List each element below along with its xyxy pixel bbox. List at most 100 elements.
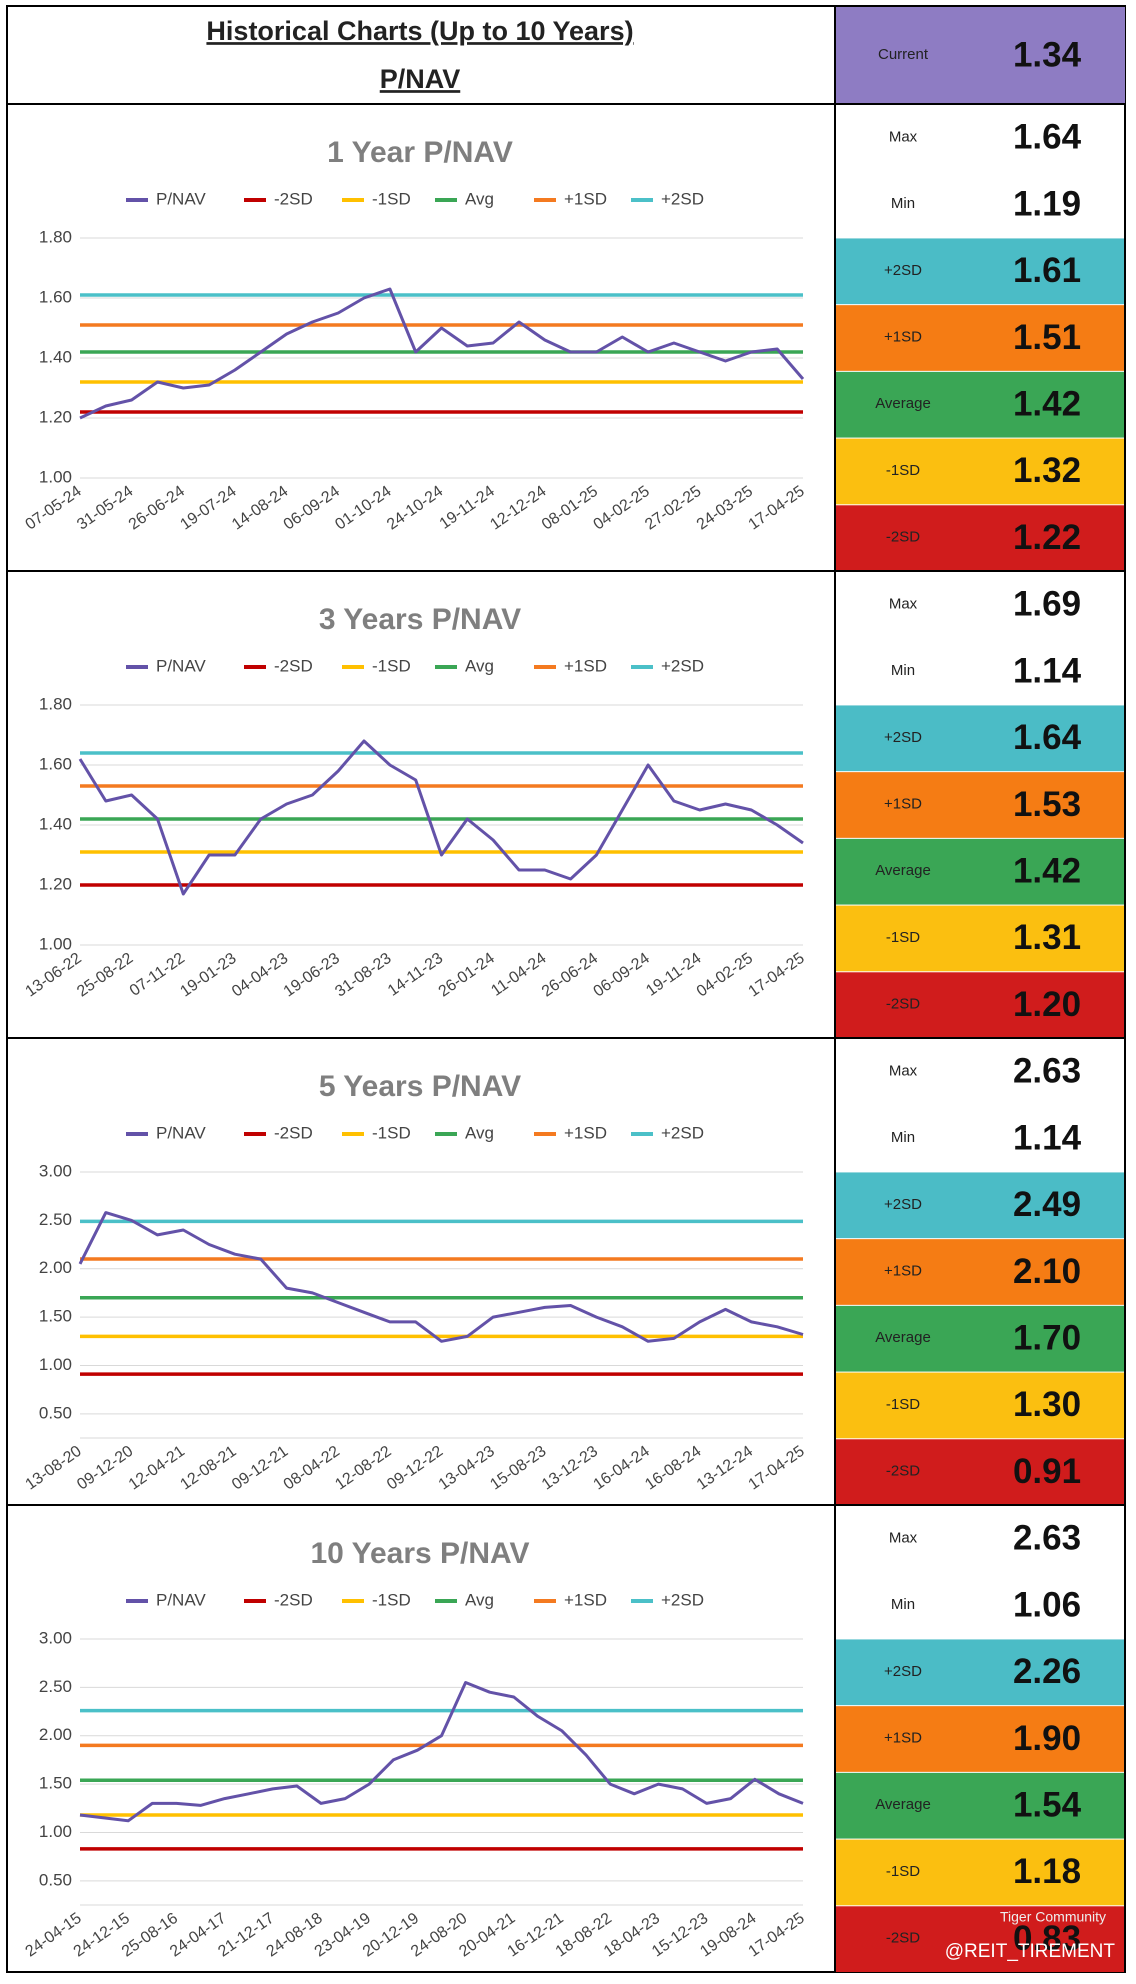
stat-cell [836,371,1124,438]
legend-label: -1SD [372,1590,411,1609]
stat-value: 2.26 [1013,1652,1081,1691]
y-tick-label: 1.00 [39,467,72,486]
stat-value: 1.42 [1013,851,1081,890]
stat-value: 1.20 [1013,985,1081,1024]
stat-label: -1SD [886,1396,920,1413]
stat-cell [836,638,1124,705]
stat-label: Min [891,662,915,679]
y-tick-label: 1.40 [39,814,72,833]
stat-value: 2.49 [1013,1185,1081,1224]
stat-label: +2SD [884,262,922,279]
legend-label: -2SD [274,656,313,675]
stat-label: Average [875,395,931,412]
stat-value: 2.63 [1013,1052,1081,1091]
stat-cell [836,1839,1124,1906]
stat-cell [836,972,1124,1038]
legend-label: P/NAV [156,1123,206,1142]
stat-cell [836,1639,1124,1706]
stat-value: 1.64 [1013,118,1082,157]
legend-label: -2SD [274,1590,313,1609]
stat-value: 2.10 [1013,1252,1081,1291]
header-title: Historical Charts (Up to 10 Years) [206,16,633,46]
watermark-brand: Tiger Community [1000,1909,1106,1925]
legend-label: -2SD [274,1123,313,1142]
watermark-handle: @REIT_TIREMENT [945,1941,1116,1962]
stat-value: 0.83 [1013,1919,1081,1958]
stat-value: 1.14 [1013,1118,1082,1157]
stat-label: Average [875,862,931,879]
legend-label: Avg [465,656,494,675]
legend-label: P/NAV [156,1590,206,1609]
stat-cell [836,572,1124,638]
stat-cell [836,1906,1124,1972]
stat-value: 1.53 [1013,785,1081,824]
stat-value: 1.90 [1013,1719,1081,1758]
legend-label: P/NAV [156,656,206,675]
y-tick-label: 2.00 [39,1725,72,1744]
y-tick-label: 1.20 [39,407,72,426]
stat-label: +2SD [884,1663,922,1680]
y-tick-label: 1.60 [39,287,72,306]
y-tick-label: 1.80 [39,694,72,713]
stat-cell [836,1239,1124,1305]
stat-label: Average [875,1796,931,1813]
chart-title: 3 Years P/NAV [319,603,521,636]
legend-label: -1SD [372,656,411,675]
stat-cell [836,1572,1124,1639]
legend-label: +1SD [564,1590,607,1609]
stat-label: Max [889,128,918,145]
legend-label: P/NAV [156,189,206,208]
pnav-line [78,1211,804,1343]
legend-label: Avg [465,1590,494,1609]
y-tick-label: 2.50 [39,1677,72,1696]
stat-label: -2SD [886,1930,920,1947]
stat-cell [836,305,1124,371]
current-label: Current [878,46,929,63]
stat-cell [836,1372,1124,1439]
stat-cell [836,1506,1124,1572]
stat-cell [836,838,1124,905]
legend-label: +2SD [661,656,704,675]
stat-value: 1.22 [1013,518,1081,557]
stat-cell [836,705,1124,772]
stat-cell [836,772,1124,838]
stat-label: +1SD [884,1729,922,1746]
stat-label: -2SD [886,529,920,546]
stat-label: Average [875,1329,931,1346]
stat-label: +1SD [884,328,922,345]
stat-value: 1.42 [1013,384,1081,423]
legend-label: Avg [465,189,494,208]
stat-value: 2.63 [1013,1519,1081,1558]
stat-label: Max [889,595,918,612]
stat-value: 1.14 [1013,651,1082,690]
chart-title: 5 Years P/NAV [319,1070,521,1103]
y-tick-label: 3.00 [39,1161,72,1180]
stat-label: Max [889,1062,918,1079]
stat-value: 0.91 [1013,1452,1081,1491]
y-tick-label: 1.00 [39,934,72,953]
stat-value: 1.69 [1013,585,1081,624]
stat-label: -1SD [886,1863,920,1880]
stat-label: +1SD [884,1262,922,1279]
stat-label: Min [891,1129,915,1146]
legend-label: -2SD [274,189,313,208]
current-cell [835,7,1125,104]
stat-cell [836,171,1124,238]
pnav-line [79,1681,804,1823]
pnav-line [79,287,805,420]
y-tick-label: 2.50 [39,1210,72,1229]
y-tick-label: 1.00 [39,1355,72,1374]
y-tick-label: 3.00 [39,1628,72,1647]
current-value: 1.34 [1013,35,1082,74]
stat-value: 1.70 [1013,1318,1081,1357]
stat-label: Max [889,1529,918,1546]
y-tick-label: 1.20 [39,874,72,893]
legend-label: +2SD [661,1123,704,1142]
stat-label: -1SD [886,929,920,946]
y-tick-label: 0.50 [39,1403,72,1422]
legend-label: Avg [465,1123,494,1142]
stat-value: 1.18 [1013,1852,1081,1891]
y-tick-label: 1.00 [39,1822,72,1841]
stat-label: Min [891,195,915,212]
stat-cell [836,1105,1124,1172]
